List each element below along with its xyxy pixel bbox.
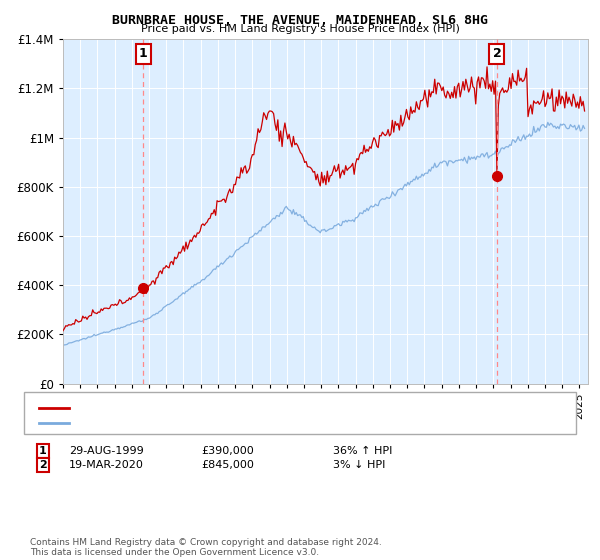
Text: 3% ↓ HPI: 3% ↓ HPI	[333, 460, 385, 470]
Text: BURNBRAE HOUSE, THE AVENUE, MAIDENHEAD, SL6 8HG: BURNBRAE HOUSE, THE AVENUE, MAIDENHEAD, …	[112, 14, 488, 27]
Text: Contains HM Land Registry data © Crown copyright and database right 2024.
This d: Contains HM Land Registry data © Crown c…	[30, 538, 382, 557]
Text: 1: 1	[39, 446, 47, 456]
Text: £390,000: £390,000	[201, 446, 254, 456]
Text: 1: 1	[139, 48, 148, 60]
Text: BURNBRAE HOUSE, THE AVENUE, MAIDENHEAD, SL6 8HG (detached house): BURNBRAE HOUSE, THE AVENUE, MAIDENHEAD, …	[75, 403, 452, 413]
Text: 2: 2	[493, 48, 502, 60]
Text: 19-MAR-2020: 19-MAR-2020	[69, 460, 144, 470]
Text: £845,000: £845,000	[201, 460, 254, 470]
Text: HPI: Average price, detached house, Windsor and Maidenhead: HPI: Average price, detached house, Wind…	[75, 418, 386, 428]
Text: 2: 2	[39, 460, 47, 470]
Text: 36% ↑ HPI: 36% ↑ HPI	[333, 446, 392, 456]
Text: 29-AUG-1999: 29-AUG-1999	[69, 446, 144, 456]
Text: Price paid vs. HM Land Registry's House Price Index (HPI): Price paid vs. HM Land Registry's House …	[140, 24, 460, 34]
